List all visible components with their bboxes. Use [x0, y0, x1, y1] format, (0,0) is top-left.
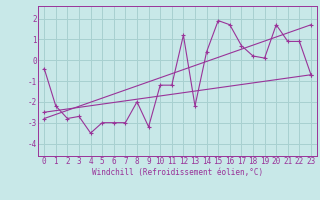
- X-axis label: Windchill (Refroidissement éolien,°C): Windchill (Refroidissement éolien,°C): [92, 168, 263, 177]
